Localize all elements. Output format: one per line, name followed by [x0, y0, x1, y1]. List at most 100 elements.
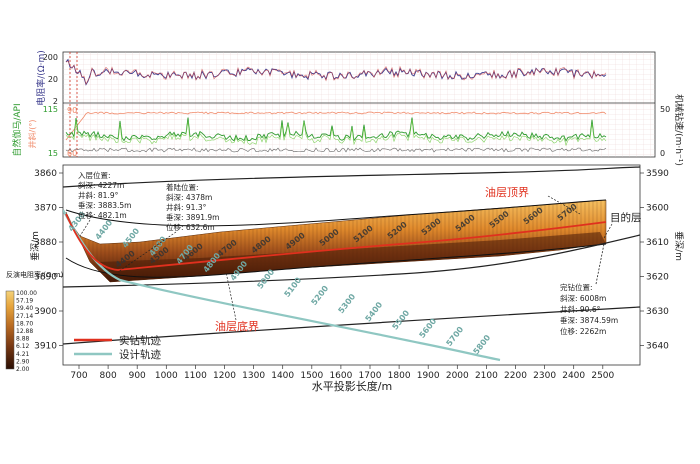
colorbar-tick-label: 57.19 — [16, 298, 33, 305]
upper-boundary-line — [63, 166, 640, 188]
rop-tick-bottom: 0 — [660, 149, 665, 158]
inclination-curve — [65, 111, 607, 141]
incl-tick-top: 90 — [67, 106, 77, 115]
x-axis-label: 水平投影长度/m — [312, 379, 392, 393]
completion-disp: 位移: 2262m — [560, 326, 606, 336]
completion-annotation: 完钻位置: 斜深: 6008m 井斜: 90.6° 垂深: 3874.59m 位… — [560, 243, 618, 336]
x-tick-label: 1100 — [184, 371, 207, 381]
x-tick-label: 2200 — [504, 371, 527, 381]
reservoir-bottom-leader — [225, 271, 237, 321]
x-tick-label: 800 — [100, 371, 117, 381]
left-tick-label: 3910 — [34, 342, 57, 352]
base-boundary-line — [63, 306, 640, 345]
x-tick-label: 1500 — [300, 371, 323, 381]
colorbar-tick-label: 4.21 — [16, 351, 30, 358]
x-tick-label: 2400 — [562, 371, 585, 381]
landing-md: 斜深: 4378m — [166, 192, 212, 202]
colorbar-tick-label: 39.40 — [16, 305, 33, 312]
landing-inc: 井斜: 91.3° — [166, 202, 207, 212]
x-axis-ticks: 700 800 900 1000 1100 1200 1300 1400 1500 1600 170… — [70, 365, 615, 381]
x-tick-label: 1600 — [329, 371, 352, 381]
right-tick-label: 3600 — [646, 204, 669, 214]
colorbar-tick-label: 2.90 — [16, 358, 30, 365]
section-panel: 4400 4500 4600 4700 4800 4900 5000 5100 5200 5300… — [5, 164, 685, 393]
colorbar-tick-label: 100.00 — [16, 290, 37, 297]
resistivity-axis-label: 电阻率/(Ω·m) — [35, 50, 47, 106]
colorbar-ticks: 100.0057.1939.4027.1418.7012.888.886.124… — [16, 290, 37, 373]
colorbar-tick-label: 8.88 — [16, 336, 30, 343]
landing-leader — [117, 231, 177, 273]
entry-md: 斜深: 4227m — [78, 180, 124, 190]
x-tick-label: 1200 — [213, 371, 236, 381]
left-axis-label: 垂深/m — [29, 231, 41, 261]
entry-tvd: 垂深: 3883.5m — [78, 200, 131, 210]
legend-design-label: 设计轨迹 — [119, 348, 161, 361]
x-tick-label: 1300 — [242, 371, 265, 381]
rop-curve — [65, 147, 607, 153]
gamma-tick-top: 115 — [43, 105, 58, 114]
x-tick-label: 1900 — [417, 371, 440, 381]
lower-boundary-line — [63, 234, 640, 288]
colorbar-title: 反演电阻率/(Ω·m) — [6, 270, 63, 279]
right-tick-label: 3630 — [646, 307, 669, 317]
gamma-curve — [65, 117, 607, 142]
res-tick-mid: 20 — [48, 75, 58, 84]
landing-annotation: 着陆位置: 斜深: 4378m 井斜: 91.3° 垂深: 3891.9m 位移… — [117, 182, 219, 273]
legend: 实钻轨迹 设计轨迹 — [74, 334, 161, 361]
left-axis-ticks: 3860 3870 3880 3890 3900 3910 — [34, 169, 63, 352]
entry-inc: 井斜: 81.9° — [78, 190, 119, 200]
x-tick-label: 1700 — [359, 371, 382, 381]
completion-tvd: 垂深: 3874.59m — [560, 315, 618, 325]
left-tick-label: 3890 — [34, 273, 57, 283]
res-tick-bottom: 2 — [53, 97, 58, 106]
target-layer-label: 目的层 — [610, 211, 642, 224]
colorbar-tick-label: 27.14 — [16, 313, 33, 320]
reservoir-top-line — [65, 199, 607, 227]
gamma-tick-bottom: 15 — [48, 149, 58, 158]
target-layer-leader — [603, 223, 613, 239]
reservoir-bottom-line — [65, 243, 607, 278]
entry-title: 入层位置: — [78, 170, 111, 180]
completion-inc: 井斜: 90.6° — [560, 304, 601, 314]
landing-tvd: 垂深: 3891.9m — [166, 212, 219, 222]
x-tick-label: 2000 — [446, 371, 469, 381]
entry-leader — [79, 219, 91, 237]
reservoir-lower-band — [100, 232, 606, 282]
colorbar-tick-label: 2.00 — [16, 366, 30, 373]
right-tick-label: 3610 — [646, 238, 669, 248]
entry-annotation: 入层位置: 斜深: 4227m 井斜: 81.9° 垂深: 3883.5m 位移… — [78, 170, 131, 237]
completion-title: 完钻位置: — [560, 282, 593, 292]
x-tick-label: 2500 — [591, 371, 614, 381]
right-tick-label: 3620 — [646, 273, 669, 283]
x-tick-label: 1000 — [155, 371, 178, 381]
left-tick-label: 3880 — [34, 238, 57, 248]
legend-actual-label: 实钻轨迹 — [119, 334, 161, 347]
x-tick-label: 2300 — [533, 371, 556, 381]
landing-disp: 位移: 632.6m — [166, 222, 215, 232]
x-tick-label: 700 — [70, 371, 87, 381]
completion-md: 斜深: 6008m — [560, 293, 606, 303]
reservoir-top-leader — [547, 195, 581, 215]
inclination-axis-label: 井斜/(°) — [27, 120, 37, 149]
reservoir-bottom-label: 油层底界 — [215, 319, 259, 333]
rop-tick-top: 50 — [660, 105, 670, 114]
resistivity-deep-curve — [65, 60, 607, 85]
right-axis-ticks: 3590 3600 3610 3620 3630 3640 — [640, 169, 669, 352]
x-tick-label: 2100 — [475, 371, 498, 381]
x-tick-label: 1800 — [388, 371, 411, 381]
right-tick-label: 3590 — [646, 169, 669, 179]
actual-trajectory — [65, 213, 607, 271]
colorbar-tick-label: 18.70 — [16, 320, 33, 327]
right-tick-label: 3640 — [646, 342, 669, 352]
right-axis-label: 垂深/m — [673, 231, 685, 261]
x-tick-label: 1400 — [271, 371, 294, 381]
entry-disp: 位移: 482.1m — [78, 210, 127, 220]
gamma-axis-label: 自然伽马/API — [11, 103, 23, 156]
colorbar: 反演电阻率/(Ω·m) 100.0057.1939.4027.1418.7012… — [5, 270, 63, 373]
log-panel: 200 20 2 115 15 90 60 50 0 电阻率/(Ω·m) 自然伽… — [11, 50, 685, 166]
rop-axis-label: 机械钻速/(m·h⁻¹) — [673, 94, 685, 166]
left-tick-label: 3900 — [34, 307, 57, 317]
res-tick-top: 200 — [43, 53, 58, 62]
x-tick-label: 900 — [129, 371, 146, 381]
